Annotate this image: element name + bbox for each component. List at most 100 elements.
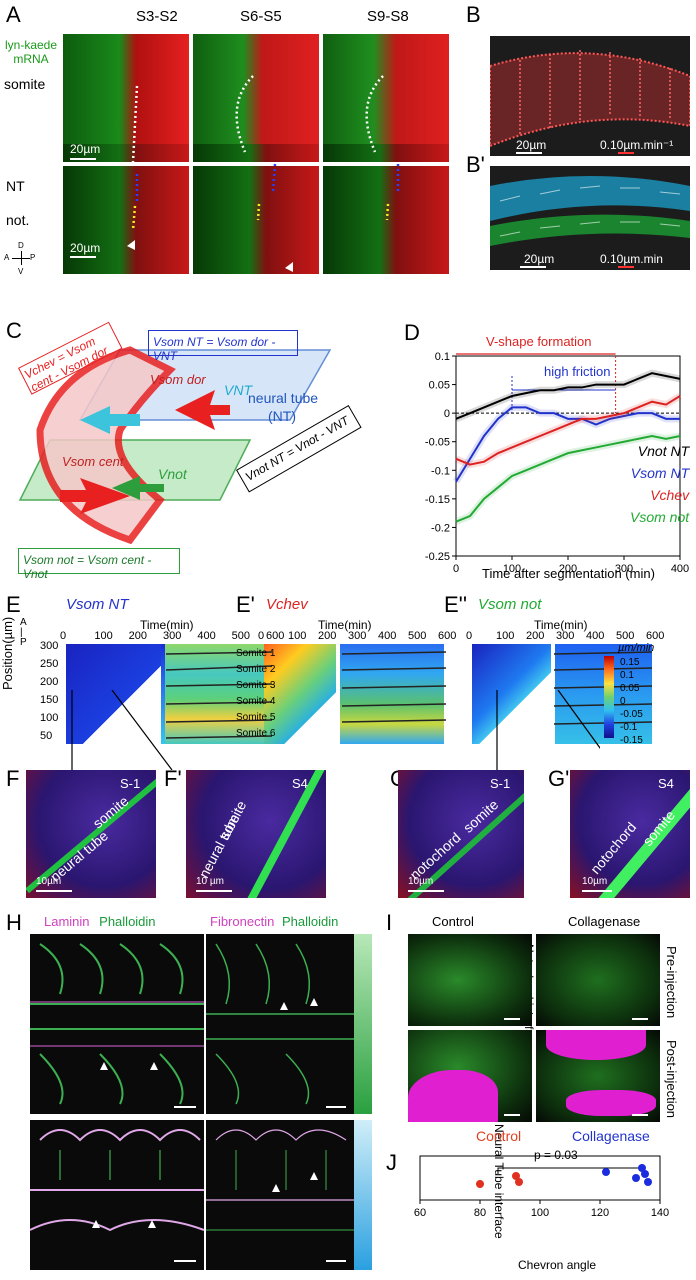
e-pos-tick: 100: [40, 712, 59, 724]
e-pos-tick: 50: [40, 730, 53, 742]
panel-a-letter: A: [6, 2, 21, 27]
e-axis-a: A: [20, 617, 27, 628]
d-xtick-label: 100: [503, 563, 521, 575]
panel-j-letter: J: [386, 1150, 397, 1175]
e-time-tick: 500: [231, 630, 251, 642]
h-image-fibronectin-nt: [206, 1120, 354, 1270]
panel-e3-letter: E'': [444, 592, 468, 617]
a-scale-top-bar: [70, 158, 96, 160]
panel-d-chart: -0.25 -0.2 -0.15 -0.1 -0.05 0 0.05 0.1 0 100 200 30…: [425, 351, 689, 575]
f-scale: 10µm: [36, 876, 62, 887]
a-col-divider-1: [189, 34, 193, 274]
h-scale-bar-2: [326, 1106, 346, 1108]
eq-vsom-nt: Vsom NT = Vsom dor - VNT: [148, 330, 298, 363]
i-image-control-post: [408, 1030, 532, 1122]
j-collagenase-label: Collagenase: [572, 1128, 650, 1144]
d-xtick-label: 400: [671, 563, 689, 575]
b2-flow-overlay: [490, 176, 690, 246]
e-time-tick: 400: [586, 630, 605, 642]
j-control-label: Control: [476, 1128, 522, 1144]
b-speed-label: 0.10µm.min⁻¹: [600, 138, 674, 152]
h-right-title: Fibronectin Phalloidin: [210, 914, 338, 929]
j-control-point: [515, 1178, 523, 1186]
d-legend-item-1: Vnot NT: [637, 443, 690, 459]
j-pvalue: p = 0.03: [534, 1148, 578, 1162]
col-label-3: S9-S8: [367, 8, 409, 25]
e-time-tick: 400: [197, 630, 216, 642]
d-ytick-label: -0.1: [431, 465, 450, 477]
e-title-3: Vsom not: [478, 596, 542, 613]
e-somite-6: Somite 6: [236, 728, 276, 739]
d-xlabel: Time after segmentation (min): [482, 566, 655, 581]
e-time-tick: 300: [163, 630, 182, 642]
d-series-line-1: [455, 406, 680, 483]
g2-stage: S4: [658, 776, 674, 791]
row-label-mrna: lyn-kaede mRNA: [4, 38, 58, 66]
e-cbar-ticks: 0.15 0.1 0.05 0 -0.05 -0.1 -0.15: [620, 656, 643, 747]
b2-speed-label: 0.10µm.min: [600, 252, 663, 266]
f-scale-bar: [36, 890, 72, 892]
d-series-line-0: [455, 372, 681, 420]
h-side-bottom-bar: [354, 1120, 372, 1270]
i-collagenase-label: Collagenase: [568, 914, 641, 929]
d-series-line-3: [455, 434, 681, 523]
e-axis-p: P: [20, 637, 27, 648]
j-collagenase-point: [638, 1164, 646, 1172]
h-scale-bar-1: [174, 1106, 196, 1108]
j-control-point: [476, 1180, 484, 1188]
i-image-collagenase-pre: [536, 934, 660, 1026]
e-time-label-1: Time(min): [140, 618, 194, 632]
a-scale-top-label: 20µm: [70, 142, 101, 156]
e-time-tick: 100: [496, 630, 515, 642]
c-v-cent: Vsom cent: [62, 454, 124, 469]
c-neural-tube-label: neural tube: [248, 390, 319, 406]
j-xtick-label: 60: [414, 1207, 426, 1219]
e-cbar-tick: -0.05: [620, 709, 643, 720]
i-image-control-pre: [408, 934, 532, 1026]
h-scale-bar-3: [174, 1260, 196, 1262]
g-scale: 10µm: [408, 876, 434, 887]
panel-e2-letter: E': [236, 592, 255, 617]
j-significance-bracket: [497, 1167, 643, 1174]
e-time-tick: 100: [288, 630, 307, 642]
axis-d: D: [18, 241, 24, 250]
panel-c-letter: C: [6, 318, 22, 343]
e-time-tick: 300: [556, 630, 575, 642]
panel-h-letter: H: [6, 910, 22, 935]
d-legend-item-4: Vsom not: [630, 509, 690, 525]
f-image: [26, 770, 156, 898]
a-boundary-overlay: [127, 75, 400, 272]
i-post-label: Post-injection: [664, 1040, 679, 1119]
panel-c-diagram: [18, 346, 332, 545]
panel-j-chart: 60 80 100 120 140: [414, 1155, 669, 1219]
axis-a: A: [4, 253, 10, 262]
c-v-nt: VNT: [224, 382, 252, 398]
j-xtick-label: 100: [531, 1207, 549, 1219]
axis-v: V: [18, 267, 24, 276]
e-cbar-tick: -0.1: [620, 722, 638, 733]
j-plot-frame: [419, 1155, 661, 1201]
e-title-2: Vchev: [266, 596, 308, 613]
d-ytick-label: 0.1: [435, 351, 450, 363]
e-cbar-tick: 0.05: [620, 683, 640, 694]
i-pre-label: Pre-injection: [664, 946, 679, 1019]
d-legend-item-3: Vchev: [650, 487, 690, 503]
e-time-tick: 600: [266, 630, 285, 642]
d-ytick-label: -0.15: [425, 494, 450, 506]
panel-e-letter: E: [6, 592, 21, 617]
j-collagenase-point: [644, 1178, 652, 1186]
e-time-tick: 0: [466, 630, 473, 642]
g-stage: S-1: [490, 776, 511, 791]
c-nt-abbr: (NT): [268, 408, 296, 424]
panel-b2-letter: B': [466, 152, 485, 177]
e-time-tick: 200: [318, 630, 337, 642]
e-time-tick: 600: [646, 630, 665, 642]
e-pos-tick: 200: [40, 676, 59, 688]
h-fibronectin-label: Fibronectin: [210, 914, 275, 929]
e-cbar-tick: 0.15: [620, 657, 640, 668]
e-somite-tracks: [165, 651, 653, 739]
axis-p: P: [30, 253, 36, 262]
e-heatmap-3: [472, 644, 652, 744]
panel-b-letter: B: [466, 2, 481, 27]
g2-scale-bar: [582, 890, 612, 892]
